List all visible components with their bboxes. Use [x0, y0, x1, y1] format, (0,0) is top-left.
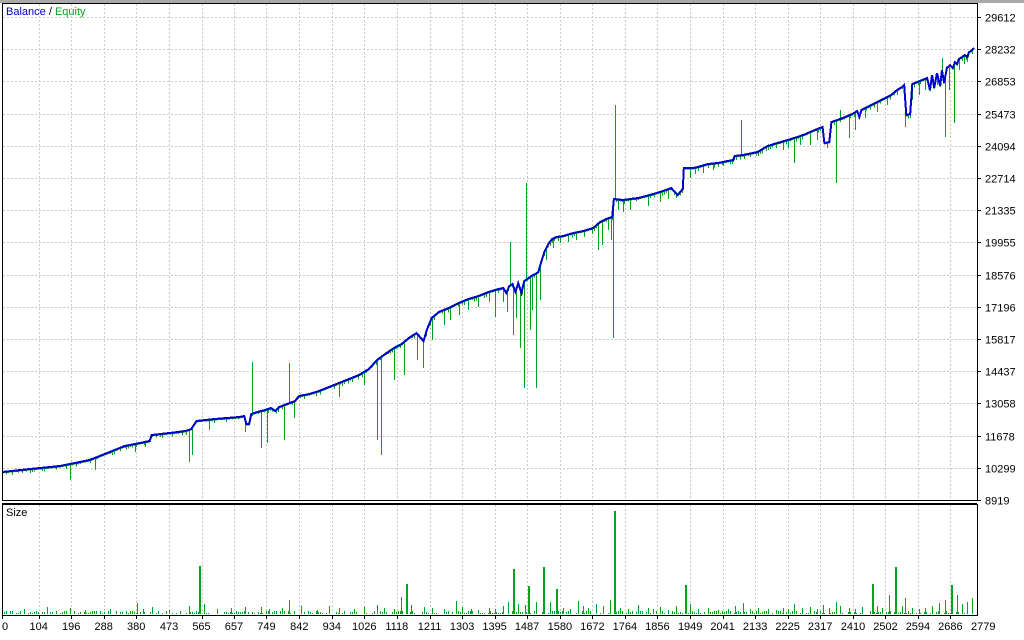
svg-text:8919: 8919 [985, 496, 1009, 508]
size-panel-label: Size [6, 507, 28, 519]
svg-text:934: 934 [323, 621, 341, 633]
svg-text:565: 565 [192, 621, 210, 633]
legend-equity-label: Equity [54, 6, 86, 18]
svg-text:22714: 22714 [985, 174, 1016, 186]
svg-text:25473: 25473 [985, 110, 1016, 122]
svg-text:1211: 1211 [418, 621, 442, 633]
svg-text:1026: 1026 [352, 621, 376, 633]
svg-text:28232: 28232 [985, 45, 1016, 57]
svg-text:2133: 2133 [743, 621, 767, 633]
svg-text:749: 749 [257, 621, 275, 633]
legend-separator: / [45, 6, 55, 18]
svg-text:2041: 2041 [710, 621, 734, 633]
svg-text:19955: 19955 [985, 238, 1016, 250]
svg-text:1487: 1487 [515, 621, 539, 633]
svg-text:1856: 1856 [645, 621, 669, 633]
svg-text:104: 104 [30, 621, 48, 633]
svg-text:842: 842 [290, 621, 308, 633]
svg-text:14437: 14437 [985, 367, 1016, 379]
svg-text:26853: 26853 [985, 77, 1016, 89]
svg-text:2317: 2317 [808, 621, 832, 633]
svg-text:17196: 17196 [985, 303, 1016, 315]
svg-text:288: 288 [95, 621, 113, 633]
svg-text:1303: 1303 [450, 621, 474, 633]
svg-text:473: 473 [160, 621, 178, 633]
svg-text:24094: 24094 [985, 142, 1016, 154]
svg-text:2779: 2779 [971, 621, 995, 633]
svg-text:0: 0 [2, 621, 8, 633]
svg-text:15817: 15817 [985, 335, 1016, 347]
svg-text:1949: 1949 [678, 621, 702, 633]
svg-text:29612: 29612 [985, 13, 1016, 25]
svg-text:380: 380 [127, 621, 145, 633]
window-top-strip [0, 0, 1024, 3]
svg-text:196: 196 [62, 621, 80, 633]
svg-text:2502: 2502 [873, 621, 897, 633]
svg-text:13058: 13058 [985, 399, 1016, 411]
svg-text:2225: 2225 [775, 621, 799, 633]
svg-text:657: 657 [225, 621, 243, 633]
svg-text:1118: 1118 [385, 621, 408, 633]
svg-text:21335: 21335 [985, 206, 1016, 218]
svg-text:1764: 1764 [613, 621, 637, 633]
svg-text:2410: 2410 [841, 621, 865, 633]
svg-text:18576: 18576 [985, 271, 1016, 283]
svg-text:11678: 11678 [985, 432, 1015, 444]
svg-text:1672: 1672 [580, 621, 604, 633]
svg-text:1395: 1395 [482, 621, 506, 633]
legend-balance-label: Balance [6, 6, 46, 18]
svg-text:1580: 1580 [548, 621, 572, 633]
svg-text:10299: 10299 [985, 464, 1016, 476]
svg-text:2686: 2686 [938, 621, 962, 633]
legend-balance-equity: Balance / Equity [6, 7, 86, 18]
svg-text:2594: 2594 [906, 621, 930, 633]
